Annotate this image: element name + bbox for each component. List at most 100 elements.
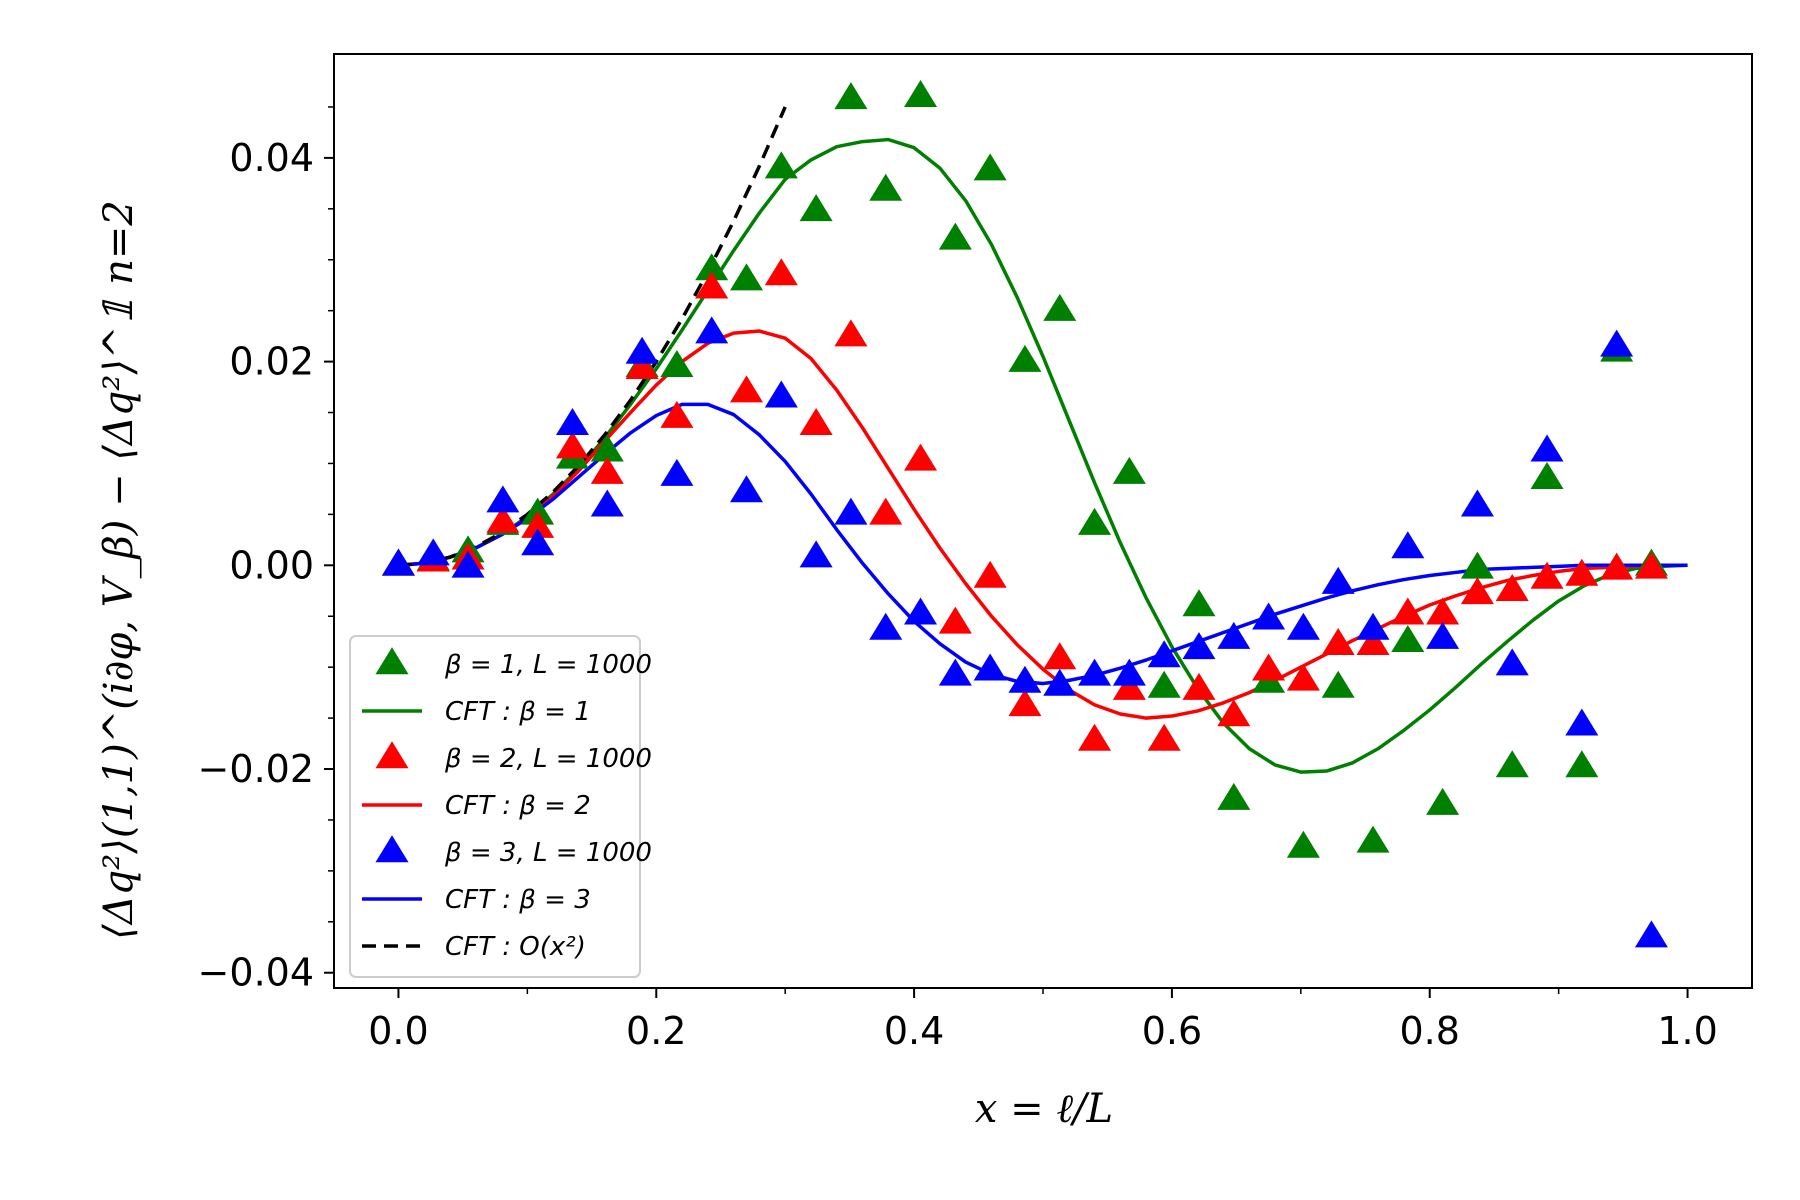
data-point xyxy=(1495,574,1529,602)
data-point xyxy=(869,173,903,201)
x-axis-label: x = ℓ/L xyxy=(975,1086,1113,1132)
legend-label: β = 3, L = 1000 xyxy=(444,838,652,868)
data-point xyxy=(973,153,1007,181)
data-point xyxy=(1008,344,1042,372)
data-point xyxy=(521,528,555,556)
data-point xyxy=(1078,723,1112,751)
data-point xyxy=(1356,825,1390,853)
data-point xyxy=(555,431,589,459)
data-point xyxy=(590,434,624,462)
data-point xyxy=(799,408,833,436)
data-point xyxy=(1391,624,1425,652)
series-line-1 xyxy=(398,137,1688,774)
data-point xyxy=(1600,552,1634,580)
data-point xyxy=(1147,670,1181,698)
data-point xyxy=(1008,665,1042,693)
data-point xyxy=(1286,612,1320,640)
y-tick-label: −0.04 xyxy=(198,951,314,995)
legend-label: CFT : O(x²) xyxy=(445,932,586,962)
data-point xyxy=(660,458,694,486)
x-tick-label: 0.8 xyxy=(1400,1009,1460,1053)
data-point xyxy=(973,653,1007,681)
data-point xyxy=(1356,628,1390,656)
data-point xyxy=(590,456,624,484)
data-point xyxy=(1217,699,1251,727)
data-point xyxy=(1565,750,1599,778)
legend-label: CFT : β = 2 xyxy=(445,791,591,821)
data-point xyxy=(1252,653,1286,681)
data-point xyxy=(1286,830,1320,858)
data-point xyxy=(1217,782,1251,810)
data-point xyxy=(904,597,938,625)
data-point xyxy=(904,443,938,471)
plot-area xyxy=(381,80,1688,948)
y-tick-label: −0.02 xyxy=(198,747,314,791)
legend-marker xyxy=(375,835,409,863)
data-point xyxy=(1530,434,1564,462)
data-point xyxy=(1565,558,1599,586)
data-point xyxy=(799,194,833,222)
axis-ticks: 0.0 0.2 0.4 0.6 0.8 1.0 −0.04 −0.02 0.00 0.02 0.04 xyxy=(198,106,1718,1053)
data-point xyxy=(695,271,729,299)
legend-label: β = 2, L = 1000 xyxy=(444,744,652,774)
data-point xyxy=(730,375,764,403)
data-point xyxy=(1217,621,1251,649)
legend-label: CFT : β = 1 xyxy=(445,697,591,727)
data-point xyxy=(1565,708,1599,736)
x-tick-label: 0.2 xyxy=(626,1009,686,1053)
data-point xyxy=(1426,597,1460,625)
data-point xyxy=(1495,648,1529,676)
data-point xyxy=(1147,640,1181,668)
data-point xyxy=(695,316,729,344)
data-point xyxy=(1321,628,1355,656)
data-point xyxy=(1634,920,1668,948)
data-point xyxy=(1286,663,1320,691)
data-point xyxy=(730,263,764,291)
y-tick-label: 0.00 xyxy=(229,543,314,587)
legend-marker xyxy=(375,647,409,675)
legend-label: CFT : β = 3 xyxy=(445,885,591,915)
series-points-4 xyxy=(381,316,1668,948)
data-point xyxy=(1600,329,1634,357)
x-tick-label: 1.0 xyxy=(1657,1009,1717,1053)
data-point xyxy=(1530,561,1564,589)
data-point xyxy=(1426,621,1460,649)
data-point xyxy=(416,538,450,566)
data-point xyxy=(764,258,798,286)
data-point xyxy=(1078,658,1112,686)
data-point xyxy=(1182,632,1216,660)
data-point xyxy=(1252,602,1286,630)
plot-frame xyxy=(333,53,1753,989)
data-point xyxy=(486,485,520,513)
data-point xyxy=(1078,507,1112,535)
data-point xyxy=(938,658,972,686)
data-point xyxy=(973,560,1007,588)
data-point xyxy=(1460,489,1494,517)
legend: β = 1, L = 1000 CFT : β = 1 β = 2, L = 100… xyxy=(349,635,652,978)
data-point xyxy=(625,351,659,379)
data-point xyxy=(1634,551,1668,579)
data-point xyxy=(1008,689,1042,717)
data-point xyxy=(521,510,555,538)
data-point xyxy=(1460,551,1494,579)
data-point xyxy=(1043,293,1077,321)
x-tick-label: 0.4 xyxy=(884,1009,944,1053)
data-point xyxy=(555,408,589,436)
data-point xyxy=(1321,670,1355,698)
data-point xyxy=(1356,612,1390,640)
series-points-2 xyxy=(381,258,1668,751)
data-point xyxy=(1391,531,1425,559)
data-point xyxy=(1043,668,1077,696)
data-point xyxy=(764,151,798,179)
data-point xyxy=(799,540,833,568)
data-point xyxy=(764,380,798,408)
data-point xyxy=(451,550,485,578)
data-point xyxy=(1321,566,1355,594)
y-tick-label: 0.04 xyxy=(229,136,314,180)
data-point xyxy=(590,489,624,517)
data-point xyxy=(1147,723,1181,751)
data-point xyxy=(730,475,764,503)
data-point xyxy=(834,319,868,347)
legend-label: β = 1, L = 1000 xyxy=(444,650,652,680)
